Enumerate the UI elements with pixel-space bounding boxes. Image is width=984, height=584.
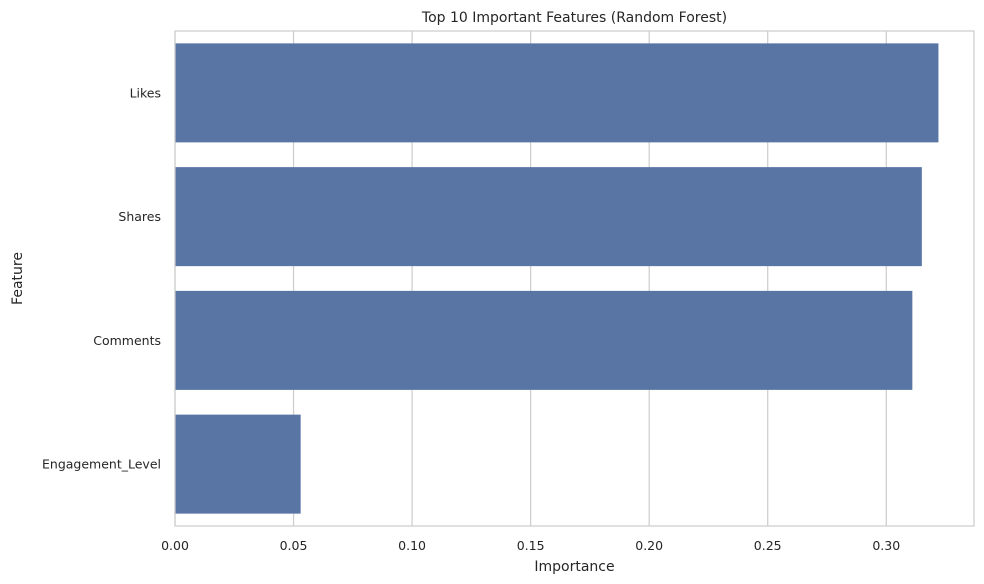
- y-tick-label: Shares: [118, 209, 161, 224]
- y-axis-label: Feature: [10, 252, 26, 305]
- plot-frame: [174, 30, 975, 527]
- x-tick-label: 0.30: [872, 538, 900, 553]
- x-tick-label: 0.00: [161, 538, 189, 553]
- y-tick-label: Comments: [93, 333, 161, 348]
- x-tick-labels: 0.00 0.05 0.10 0.15 0.20 0.25 0.30: [161, 538, 900, 553]
- bars: [175, 43, 939, 514]
- y-tick-label: Likes: [130, 85, 161, 100]
- x-tick-label: 0.10: [398, 538, 426, 553]
- x-tick-label: 0.05: [280, 538, 308, 553]
- y-tick-label: Engagement_Level: [42, 457, 161, 472]
- bar: [175, 43, 939, 143]
- x-tick-label: 0.25: [754, 538, 782, 553]
- bar: [175, 290, 913, 390]
- x-tick-label: 0.20: [635, 538, 663, 553]
- chart-title: Top 10 Important Features (Random Forest…: [421, 10, 727, 26]
- y-tick-labels: Likes Shares Comments Engagement_Level: [42, 85, 161, 471]
- bar: [175, 414, 301, 514]
- x-tick-label: 0.15: [517, 538, 545, 553]
- x-axis-label: Importance: [534, 559, 614, 575]
- bar: [175, 167, 922, 267]
